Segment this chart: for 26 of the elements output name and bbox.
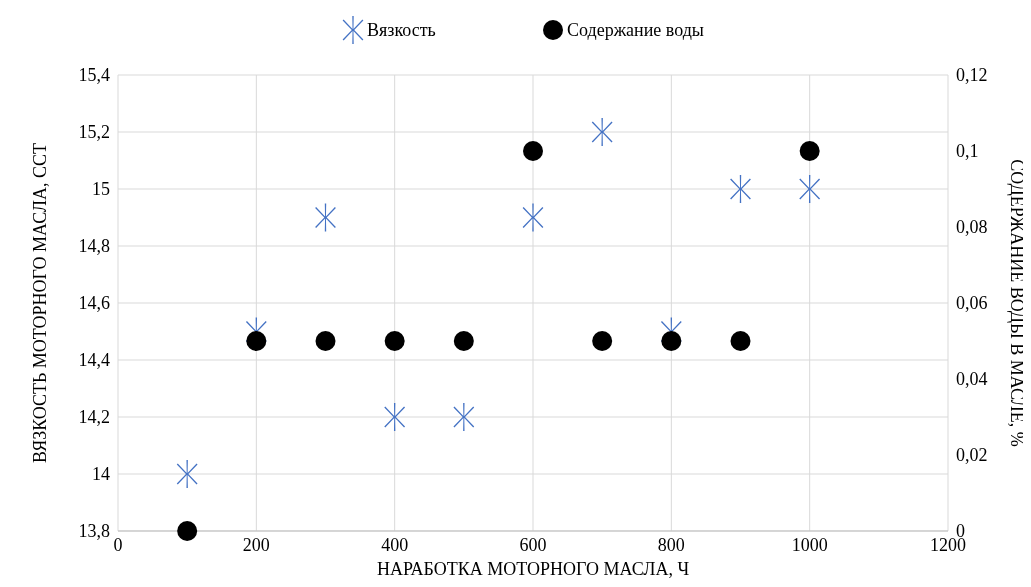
y2-tick-label: 0,02	[956, 445, 988, 465]
x-tick-label: 400	[381, 535, 409, 555]
y2-tick-label: 0,04	[956, 369, 988, 389]
x-tick-label: 800	[657, 535, 685, 555]
y2-tick-label: 0,06	[956, 293, 988, 313]
y-tick-label: 14	[92, 464, 110, 484]
legend-label: Содержание воды	[567, 20, 704, 40]
y-tick-label: 15,2	[78, 122, 110, 142]
y2-tick-label: 0,12	[956, 65, 988, 85]
legend-label: Вязкость	[367, 20, 436, 40]
y-tick-label: 14,4	[78, 350, 110, 370]
y2-axis-title: СОДЕРЖАНИЕ ВОДЫ В МАСЛЕ, %	[1007, 159, 1027, 447]
y-axis-title: ВЯЗКОСТЬ МОТОРНОГО МАСЛА, ССТ	[30, 143, 50, 463]
y-tick-label: 15	[92, 179, 110, 199]
y2-tick-label: 0,08	[956, 217, 988, 237]
x-tick-label: 0	[113, 535, 123, 555]
y-tick-label: 15,4	[78, 65, 110, 85]
x-tick-label: 600	[519, 535, 547, 555]
x-tick-label: 1000	[791, 535, 828, 555]
x-axis-title: НАРАБОТКА МОТОРНОГО МАСЛА, Ч	[376, 559, 690, 579]
y-tick-label: 14,2	[78, 407, 110, 427]
x-tick-label: 200	[242, 535, 270, 555]
y-tick-label: 14,6	[78, 293, 110, 313]
y-tick-label: 13,8	[78, 521, 110, 541]
y2-tick-label: 0,1	[956, 141, 979, 161]
y-tick-label: 14,8	[78, 236, 110, 256]
